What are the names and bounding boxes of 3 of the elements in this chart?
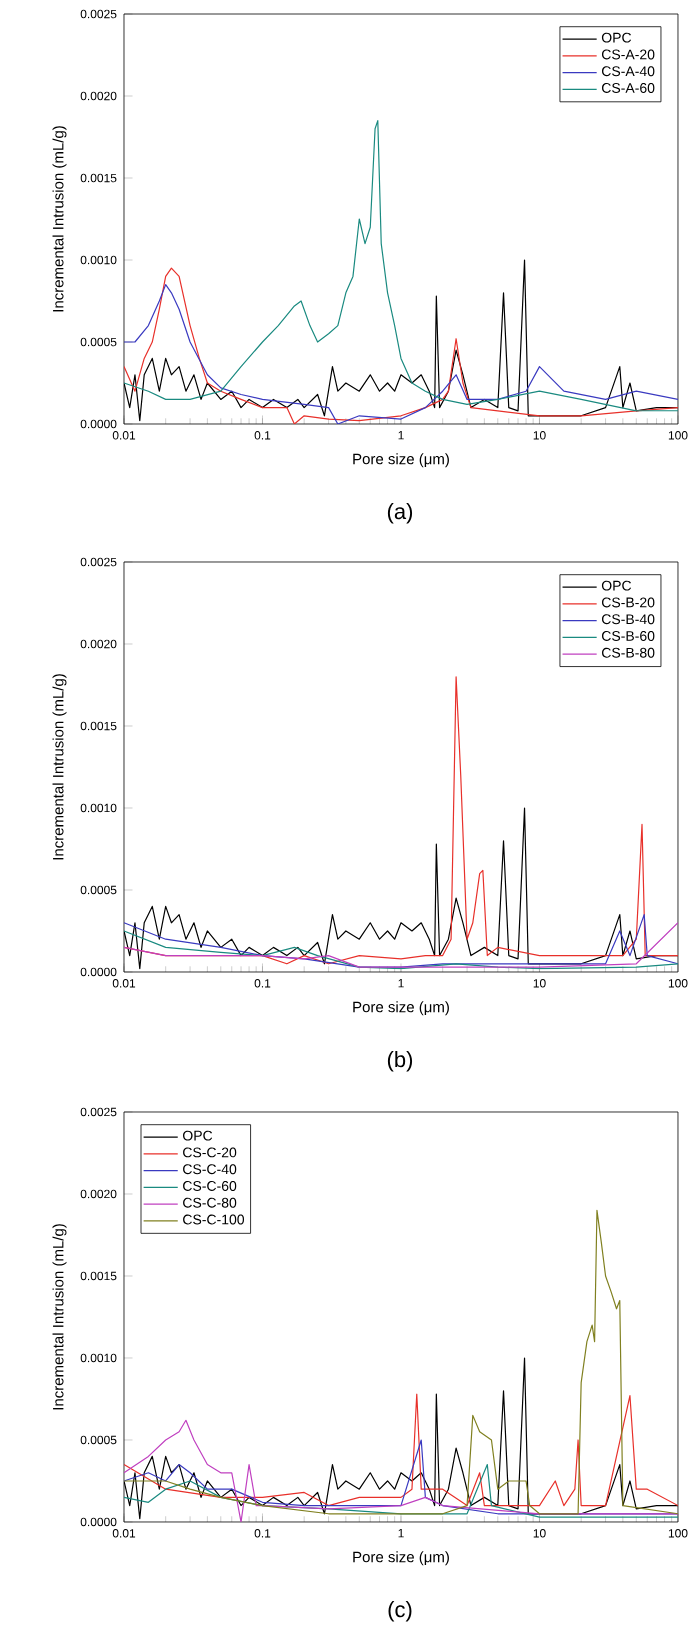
text: (a) bbox=[387, 503, 413, 524]
text: (c) bbox=[388, 1601, 412, 1622]
text: (b) bbox=[387, 1051, 413, 1072]
